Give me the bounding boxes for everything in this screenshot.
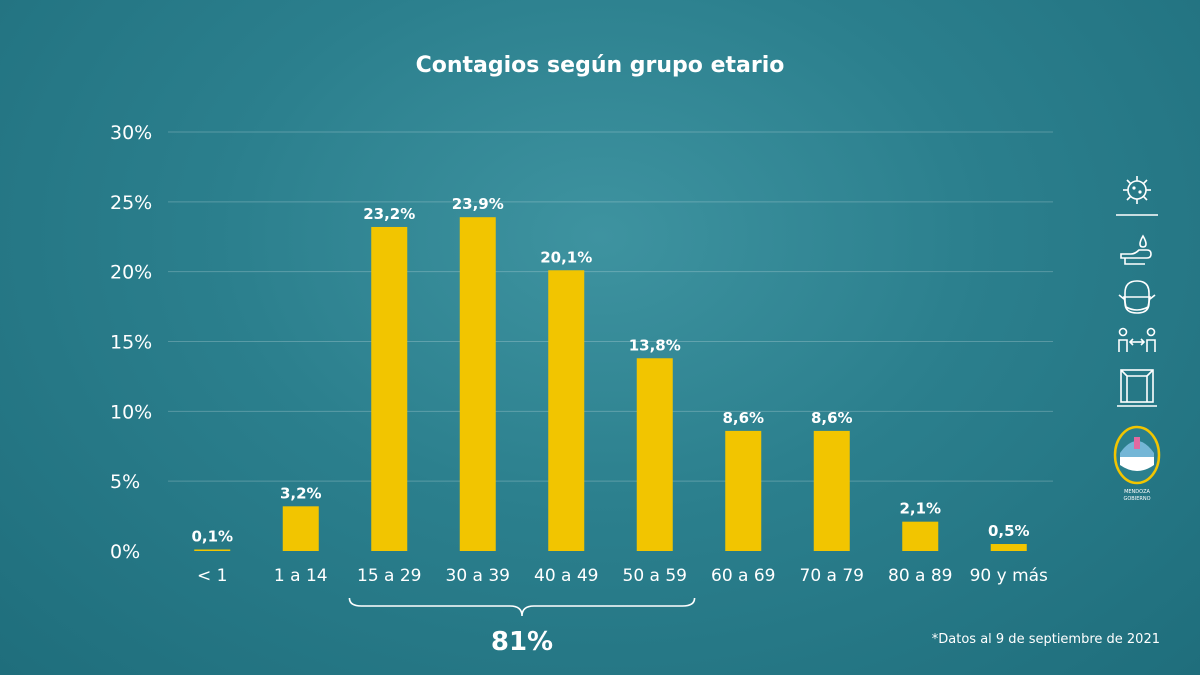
data-label: 23,2% xyxy=(363,205,415,223)
y-axis-ticks: 0% 5% 10% 15% 20% 25% 30% xyxy=(110,122,152,563)
y-tick-label: 30% xyxy=(110,122,152,144)
x-axis-ticks: < 1 1 a 14 15 a 29 30 a 39 40 a 49 50 a 59 60 … xyxy=(197,566,1048,586)
data-label: 2,1% xyxy=(899,500,941,518)
bar xyxy=(725,430,762,551)
seal-text-top: MENDOZA xyxy=(1124,489,1150,495)
bracket-brace xyxy=(348,597,696,617)
bars xyxy=(194,217,1027,552)
data-labels: 0,1% 3,2% 23,2% 23,9% 20,1% 13,8% 8,6% 8,6% 2,1%… xyxy=(191,195,1029,545)
x-tick-label: 60 a 69 xyxy=(711,566,776,586)
x-tick-label: < 1 xyxy=(197,566,227,586)
x-tick-label: 1 a 14 xyxy=(274,566,328,586)
bar xyxy=(636,358,673,551)
footnote: *Datos al 9 de septiembre de 2021 xyxy=(932,632,1160,647)
bracket-label: 81% xyxy=(491,627,553,657)
x-tick-label: 30 a 39 xyxy=(446,566,511,586)
x-tick-label: 50 a 59 xyxy=(623,566,688,586)
social-distance-icon xyxy=(1118,327,1156,352)
bar xyxy=(990,544,1027,551)
bar xyxy=(902,521,939,551)
y-tick-label: 15% xyxy=(110,332,152,354)
bar xyxy=(548,270,585,551)
data-label: 0,1% xyxy=(191,528,233,546)
bar xyxy=(371,226,408,551)
virus-icon xyxy=(1123,176,1151,204)
bar xyxy=(194,549,231,551)
x-tick-label: 70 a 79 xyxy=(800,566,865,586)
hand-wash-icon xyxy=(1120,234,1152,265)
x-tick-label: 40 a 49 xyxy=(534,566,599,586)
y-tick-label: 10% xyxy=(110,401,152,423)
chart-title: Contagios según grupo etario xyxy=(416,53,785,78)
bar xyxy=(282,506,319,551)
face-mask-icon xyxy=(1118,280,1156,314)
window-ventilation-icon xyxy=(1117,369,1157,407)
y-tick-label: 0% xyxy=(110,541,140,563)
data-label: 0,5% xyxy=(988,522,1030,540)
data-label: 20,1% xyxy=(540,248,592,266)
seal-text-bottom: GOBIERNO xyxy=(1123,496,1150,502)
data-label: 23,9% xyxy=(452,195,504,213)
y-tick-label: 5% xyxy=(110,471,140,493)
x-tick-label: 80 a 89 xyxy=(888,566,953,586)
mendoza-seal-icon: MENDOZA GOBIERNO xyxy=(1113,425,1161,502)
data-label: 13,8% xyxy=(629,336,681,354)
bar xyxy=(459,217,496,552)
data-label: 8,6% xyxy=(722,409,764,427)
grid-lines xyxy=(168,131,1053,482)
sidebar-icons: MENDOZA GOBIERNO xyxy=(1113,176,1161,502)
y-tick-label: 25% xyxy=(110,192,152,214)
x-tick-label: 90 y más xyxy=(970,566,1048,586)
y-tick-label: 20% xyxy=(110,262,152,284)
data-label: 8,6% xyxy=(811,409,853,427)
data-label: 3,2% xyxy=(280,484,322,502)
bracket-annotation: 81% xyxy=(348,597,696,657)
bar xyxy=(813,430,850,551)
x-tick-label: 15 a 29 xyxy=(357,566,422,586)
